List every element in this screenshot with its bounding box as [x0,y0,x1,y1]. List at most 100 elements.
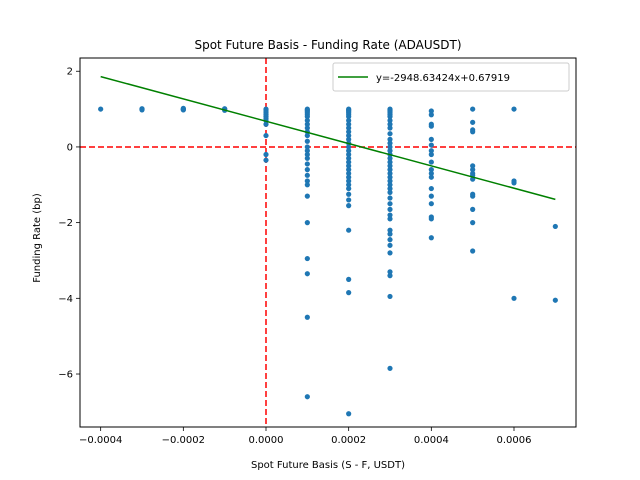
legend: y=-2948.63424x+0.67919 [332,62,570,92]
y-axis-label: Funding Rate (bp) [32,193,43,283]
scatter-point [552,297,558,303]
chart-title: Spot Future Basis - Funding Rate (ADAUSD… [194,38,461,52]
scatter-point [304,182,310,188]
scatter-point [346,129,352,135]
scatter-point [428,136,434,142]
scatter-point [304,193,310,199]
scatter-point [428,216,434,222]
scatter-point [387,148,393,154]
scatter-point [511,180,517,186]
scatter-point [470,167,476,173]
scatter-point [346,121,352,127]
scatter-point [304,161,310,167]
x-tick-label: 0.0002 [331,435,366,446]
y-tick-label: −4 [58,294,73,305]
scatter-point [428,170,434,177]
scatter-point [387,216,393,222]
scatter-point [428,142,434,148]
scatter-point [470,193,476,199]
x-tick-label: 0.0006 [497,435,532,446]
scatter-point [511,295,517,301]
scatter-point [470,106,476,112]
scatter-point [387,144,393,150]
x-tick-label: −0.0004 [79,435,122,446]
x-tick-label: 0.0004 [414,435,449,446]
legend-box [332,62,570,92]
scatter-point [387,167,393,173]
scatter-point [470,206,476,212]
scatter-point [428,193,434,199]
scatter-point [346,159,352,165]
scatter-point [428,159,434,165]
scatter-point [428,201,434,207]
scatter-point [387,170,393,177]
scatter-point [263,151,269,158]
scatter-point [346,114,352,120]
scatter-point [387,178,393,184]
scatter-point [346,178,352,184]
legend-entry-fit: y=-2948.63424x+0.67919 [376,73,510,84]
y-tick-label: −6 [58,370,73,381]
scatter-point [428,174,434,180]
scatter-point [387,293,393,300]
scatter-point [304,172,310,178]
scatter-point [346,170,352,177]
scatter-point [346,290,352,296]
scatter-point [428,123,434,129]
scatter-point [346,185,352,192]
x-axis-label: Spot Future Basis (S - F, USDT) [251,460,405,471]
scatter-point [304,144,310,150]
scatter-point [263,121,269,127]
scatter-point [387,114,393,120]
scatter-point [470,248,476,254]
scatter-point [387,185,393,192]
scatter-point [263,132,269,139]
scatter-point [387,195,393,201]
scatter-point [304,114,310,120]
scatter-point [304,132,310,139]
scatter-point [428,112,434,118]
scatter-point [387,201,393,207]
scatter-point [428,235,434,241]
regression-fit-line [100,75,556,201]
scatter-point [387,269,393,275]
scatter-point [387,163,393,169]
scatter-point [304,121,310,127]
scatter-point [304,155,310,161]
scatter-point [346,197,352,203]
scatter-point [346,136,352,142]
scatter-point [304,178,310,184]
scatter-point [428,151,434,158]
scatter-point [470,129,476,135]
scatter-point [346,411,352,417]
scatter-point [346,276,352,282]
scatter-point [304,148,310,154]
scatter-point [346,125,352,131]
scatter-point [387,159,393,165]
scatter-point [346,151,352,158]
scatter-point [387,237,393,243]
scatter-point [387,125,393,131]
scatter-point [387,250,393,256]
scatter-point [304,220,310,226]
y-tick-label: −2 [58,218,73,229]
scatter-point [387,140,393,146]
y-axis-ticks: −6 −4 −2 0 2 [58,67,80,381]
scatter-point [304,255,310,262]
plot-frame [79,57,577,428]
scatter-point [511,106,517,112]
scatter-point [387,242,393,248]
scatter-point [387,131,393,137]
scatter-point [387,121,393,127]
x-tick-label: 0.0000 [249,435,284,446]
x-tick-label: −0.0002 [162,435,205,446]
scatter-point [304,167,310,173]
scatter-point [98,106,104,112]
scatter-point [304,138,310,144]
scatter-point [346,167,352,173]
scatter-point [470,119,476,125]
scatter-point [346,191,352,197]
scatter-point [263,157,269,163]
scatter-point [304,314,310,320]
